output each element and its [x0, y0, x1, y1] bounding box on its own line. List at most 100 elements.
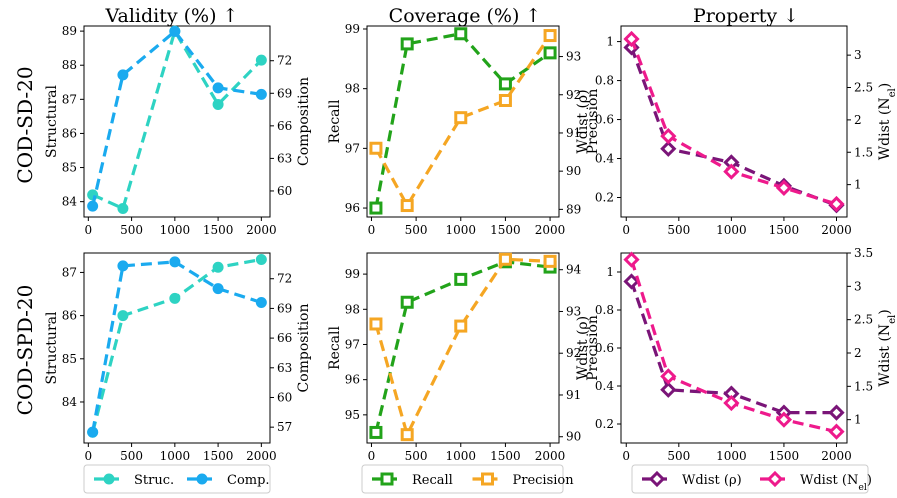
series-recall: [369, 27, 557, 215]
left-tick-label: 85: [62, 161, 77, 175]
legends: Struc. Comp. Recall Precision Wdist (ρ) Wdist…: [83, 464, 872, 494]
x-tick-label: 0: [622, 449, 630, 463]
x-tick-label: 1000: [160, 223, 191, 237]
data-point: [255, 54, 267, 66]
left-tick-label: 86: [62, 126, 77, 140]
plot-frame: [620, 25, 848, 218]
right-tick-label: 3: [854, 279, 862, 293]
series-line: [91, 260, 262, 433]
data-point: [775, 411, 793, 428]
left-tick-label: 99: [345, 22, 360, 36]
right-tick-label: 66: [277, 331, 292, 345]
left-tick-label: 0.6: [595, 113, 614, 127]
data-point: [169, 256, 181, 268]
data-point: [454, 272, 468, 286]
row-label-cod-spd-20: COD-SPD-20: [13, 285, 37, 416]
right-tick-label: 2: [854, 113, 862, 127]
left-tick-label: 0.2: [595, 417, 614, 431]
x-tick-label: 1000: [445, 449, 476, 463]
x-tick-label: 1000: [716, 223, 747, 237]
left-tick-label: 0.4: [595, 379, 614, 393]
x-tick-label: 1500: [490, 449, 521, 463]
column-title-validity: Validity (%) ↑: [105, 5, 239, 27]
x-tick-label: 0: [368, 449, 376, 463]
legend-item-precision: Precision: [472, 472, 574, 488]
left-tick-label: 1: [606, 265, 614, 279]
right-tick-label: 60: [277, 390, 292, 404]
left-tick-label: 87: [62, 265, 77, 279]
data-point: [660, 140, 677, 157]
series-line: [91, 29, 262, 207]
data-point: [828, 195, 845, 213]
x-tick-label: 500: [667, 223, 690, 237]
right-tick-label: 69: [277, 301, 292, 315]
data-point: [498, 77, 512, 91]
right-axis-label: Composition: [296, 303, 312, 392]
data-point: [623, 251, 640, 268]
x-tick-label: 0: [85, 449, 93, 463]
left-tick-label: 95: [345, 408, 360, 422]
series-line: [630, 38, 837, 206]
left-tick-label: 97: [345, 337, 360, 351]
series-line: [91, 27, 263, 211]
data-point: [117, 202, 129, 214]
legend-label: Struc.: [134, 473, 174, 488]
right-tick-label: 93: [566, 304, 581, 318]
series-precision: [369, 252, 557, 442]
legend-swatch-marker: [196, 473, 208, 485]
series-line: [91, 257, 262, 433]
data-point: [400, 295, 414, 309]
data-point: [369, 141, 383, 155]
x-tick-label: 0: [368, 223, 376, 237]
x-tick-label: 1000: [445, 223, 476, 237]
left-tick-label: 84: [62, 395, 78, 409]
column-title-property: Property ↓: [693, 5, 799, 27]
data-point: [498, 93, 512, 107]
right-axis-label: Composition: [296, 77, 312, 166]
data-point: [723, 394, 740, 412]
right-tick-label: 89: [566, 202, 581, 216]
left-tick-label: 0.8: [595, 303, 614, 317]
panel-cod-sd-20-validity: 0 500 1000 1500 2000 84 85 86 87 88 89 60 63 66 69 72 St…: [44, 24, 312, 237]
x-tick-label: 1000: [160, 449, 191, 463]
right-axis-label: Precision: [585, 315, 601, 381]
right-tick-label: 90: [566, 430, 581, 444]
legend-item-struc: Struc.: [94, 473, 174, 488]
right-tick-label: 92: [566, 88, 581, 102]
right-tick-label: 63: [277, 361, 292, 375]
right-tick-label: 91: [566, 388, 581, 402]
x-tick-label: 500: [120, 223, 143, 237]
x-tick-label: 1500: [203, 449, 234, 463]
data-point: [87, 426, 99, 438]
x-tick-label: 2000: [821, 449, 852, 463]
right-tick-label: 92: [566, 346, 581, 360]
legend-swatch-marker: [648, 470, 666, 488]
data-point: [255, 88, 267, 100]
legend-box: [631, 464, 869, 494]
right-tick-label: 63: [277, 151, 292, 165]
data-point: [212, 261, 224, 273]
panel-cod-spd-20-property: 0 500 1000 1500 2000 0.2 0.4 0.6 0.8 1 1 1.5 2 2.5 3 3.…: [575, 246, 897, 463]
data-point: [454, 27, 468, 41]
left-axis-label: Wdist (ρ): [575, 316, 591, 380]
panel-cod-sd-20-property: 0 500 1000 1500 2000 0.2 0.4 0.6 0.8 1 1 1.5 2 2.5 3 Wd…: [575, 25, 897, 237]
x-tick-label: 2000: [821, 223, 852, 237]
right-axis-label: Precision: [585, 89, 601, 155]
legend-label: Recall: [412, 473, 453, 488]
series-line: [374, 34, 552, 209]
data-point: [212, 283, 224, 295]
right-tick-label: 57: [277, 420, 292, 434]
data-point: [369, 317, 383, 331]
legend-swatch-marker: [103, 473, 115, 485]
series-line: [374, 260, 551, 433]
data-point: [87, 189, 99, 201]
series-line: [630, 46, 838, 207]
right-tick-label: 2.5: [854, 81, 873, 95]
right-tick-label: 2: [854, 346, 862, 360]
left-axis-label: Structural: [44, 311, 60, 384]
x-tick-label: 500: [405, 223, 428, 237]
left-tick-label: 85: [62, 352, 77, 366]
legend-label: Wdist (ρ): [682, 473, 742, 488]
left-tick-label: 1: [606, 35, 614, 49]
data-point: [660, 368, 677, 385]
